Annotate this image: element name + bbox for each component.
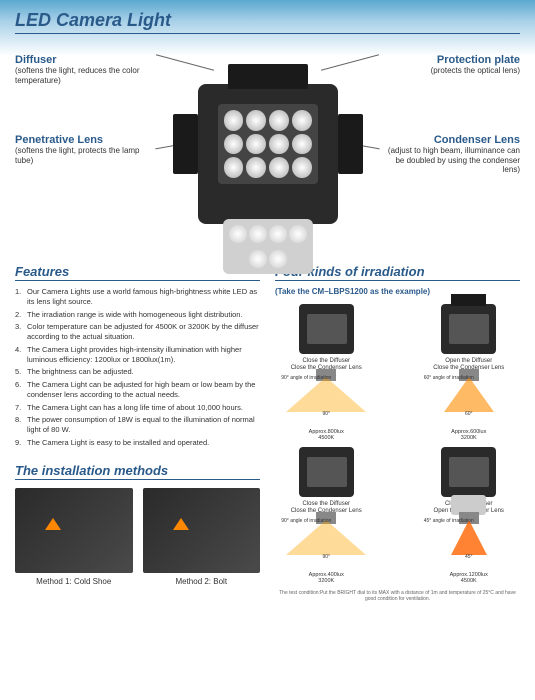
beam-diagram: 45° angle of irradiation 45°: [424, 520, 514, 570]
beam-diagram: 60° angle of irradiation 60°: [424, 377, 514, 427]
installation-methods: Method 1: Cold Shoe Method 2: Bolt: [15, 488, 260, 586]
callout-line: [321, 54, 379, 70]
feature-item: The Camera Light can has a long life tim…: [15, 403, 260, 413]
callout-diffuser: Diffuser (softens the light, reduces the…: [15, 54, 155, 85]
irradiation-mode: Close the DiffuserClose the Condenser Le…: [275, 304, 378, 441]
feature-item: The irradiation range is wide with homog…: [15, 310, 260, 320]
angle-label: 90° angle of irradiation: [281, 375, 331, 381]
diffuser-label: Diffuser: [15, 54, 155, 66]
method-1-image: [15, 488, 133, 573]
feature-item: Color temperature can be adjusted for 45…: [15, 322, 260, 342]
mode-device-icon: [299, 447, 354, 497]
feature-item: The power consumption of 18W is equal to…: [15, 415, 260, 435]
diffuser-desc: (softens the light, reduces the color te…: [15, 66, 155, 85]
mode-lux: Approx.600lux3200K: [418, 429, 521, 441]
footnote: The test condition:Put the BRIGHT dial t…: [275, 590, 520, 602]
irradiation-mode: Close the DiffuserOpen the Condenser Len…: [418, 447, 521, 584]
callout-penetrative: Penetrative Lens (softens the light, pro…: [15, 134, 155, 165]
penetrative-label: Penetrative Lens: [15, 134, 155, 146]
irradiation-mode: Close the DiffuserClose the Condenser Le…: [275, 447, 378, 584]
angle-value: 90°: [322, 554, 330, 560]
method-1: Method 1: Cold Shoe: [15, 488, 133, 586]
method-2-image: [143, 488, 261, 573]
method-2-label: Method 2: Bolt: [143, 577, 261, 586]
angle-value: 45°: [465, 554, 473, 560]
feature-item: The Camera Light can be adjusted for hig…: [15, 380, 260, 400]
mode-lux: Approx.1200lux4500K: [418, 572, 521, 584]
feature-item: Our Camera Lights use a world famous hig…: [15, 287, 260, 307]
mode-lux: Approx.800lux4500K: [275, 429, 378, 441]
feature-item: The brightness can be adjusted.: [15, 367, 260, 377]
beam-diagram: 90° angle of irradiation 90°: [281, 377, 371, 427]
page-title: LED Camera Light: [15, 10, 520, 34]
hero-diagram: Diffuser (softens the light, reduces the…: [15, 54, 520, 254]
protection-desc: (protects the optical lens): [380, 66, 520, 76]
mode-device-icon: [441, 304, 496, 354]
callout-protection: Protection plate (protects the optical l…: [380, 54, 520, 76]
method-2: Method 2: Bolt: [143, 488, 261, 586]
mode-device-icon: [441, 447, 496, 497]
feature-item: The Camera Light is easy to be installed…: [15, 438, 260, 448]
mode-device-icon: [299, 304, 354, 354]
irradiation-grid: Close the DiffuserClose the Condenser Le…: [275, 304, 520, 584]
angle-label: 90° angle of irradiation: [281, 518, 331, 524]
angle-label: 45° angle of irradiation: [424, 518, 474, 524]
condenser-label: Condenser Lens: [380, 134, 520, 146]
mode-lux: Approx.400lux3200K: [275, 572, 378, 584]
condenser-desc: (adjust to high beam, illuminance can be…: [380, 146, 520, 175]
protection-label: Protection plate: [380, 54, 520, 66]
method-1-label: Method 1: Cold Shoe: [15, 577, 133, 586]
features-list: Our Camera Lights use a world famous hig…: [15, 287, 260, 448]
angle-value: 60°: [465, 411, 473, 417]
beam-diagram: 90° angle of irradiation 90°: [281, 520, 371, 570]
angle-label: 60° angle of irradiation: [424, 375, 474, 381]
penetrative-desc: (softens the light, protects the lamp tu…: [15, 146, 155, 165]
irradiation-mode: Open the DiffuserClose the Condenser Len…: [418, 304, 521, 441]
callout-condenser: Condenser Lens (adjust to high beam, ill…: [380, 134, 520, 175]
feature-item: The Camera Light provides high-intensity…: [15, 345, 260, 365]
installation-title: The installation methods: [15, 463, 260, 480]
callout-line: [156, 54, 214, 70]
angle-value: 90°: [322, 411, 330, 417]
product-image: [198, 84, 338, 224]
